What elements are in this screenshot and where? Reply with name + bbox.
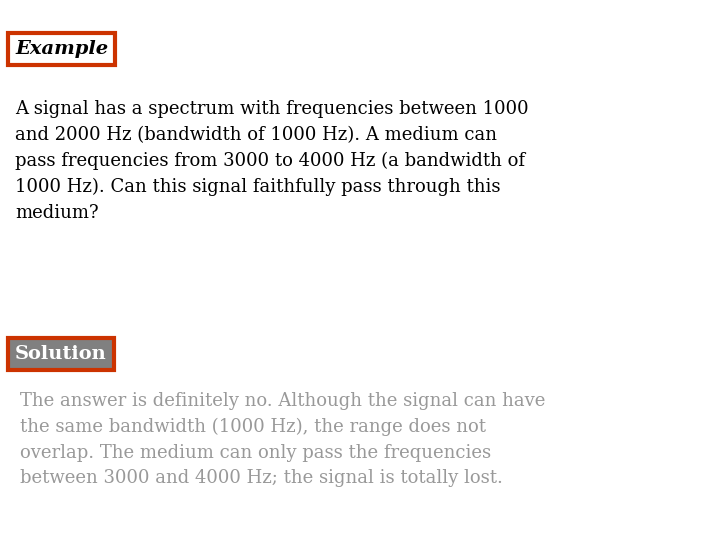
Text: A signal has a spectrum with frequencies between 1000
and 2000 Hz (bandwidth of : A signal has a spectrum with frequencies… — [15, 100, 528, 221]
Text: The answer is definitely no. Although the signal can have
the same bandwidth (10: The answer is definitely no. Although th… — [20, 392, 545, 488]
Text: Solution: Solution — [15, 345, 107, 363]
Text: Example: Example — [15, 40, 108, 58]
